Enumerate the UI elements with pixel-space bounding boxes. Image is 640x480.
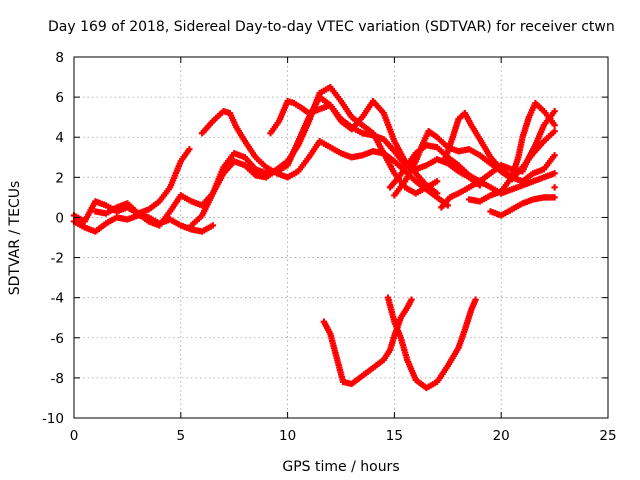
y-tick-label: 6 [55,90,64,106]
data-point [408,296,415,303]
data-point [472,296,479,303]
data-point [551,121,558,129]
y-tick-label: 8 [55,50,64,66]
y-tick-label: 0 [55,210,64,226]
y-tick-label: -6 [51,331,64,347]
data-point [433,178,441,185]
data-point [186,146,193,153]
y-tick-label: -2 [51,251,64,267]
x-axis-label: GPS time / hours [282,459,399,475]
x-tick-label: 15 [386,428,403,444]
plot-frame [73,56,609,419]
data-point [551,194,558,201]
data-points [70,83,558,392]
y-tick-label: -8 [51,371,64,387]
data-point [551,152,558,159]
y-tick-label: -10 [42,411,64,427]
x-tick-label: 0 [70,428,79,444]
x-tick-label: 25 [599,428,616,444]
data-point [551,107,558,115]
data-point [209,222,217,229]
x-tick-label: 10 [279,428,296,444]
data-point [551,128,558,135]
y-tick-label: -4 [51,291,64,307]
y-axis-label: SDTVAR / TECUs [7,181,23,296]
axis-ticks: 0 5 10 15 20 25 -10 -8 -6 -4 -2 0 2 4 6 8 [42,50,617,444]
x-tick-label: 5 [177,428,186,444]
grid [74,57,608,418]
y-tick-label: 4 [55,130,64,146]
y-tick-label: 2 [55,170,64,186]
x-tick-label: 20 [493,428,510,444]
chart-title: Day 169 of 2018, Sidereal Day-to-day VTE… [48,19,615,35]
data-point [551,170,558,177]
data-point [551,184,558,191]
